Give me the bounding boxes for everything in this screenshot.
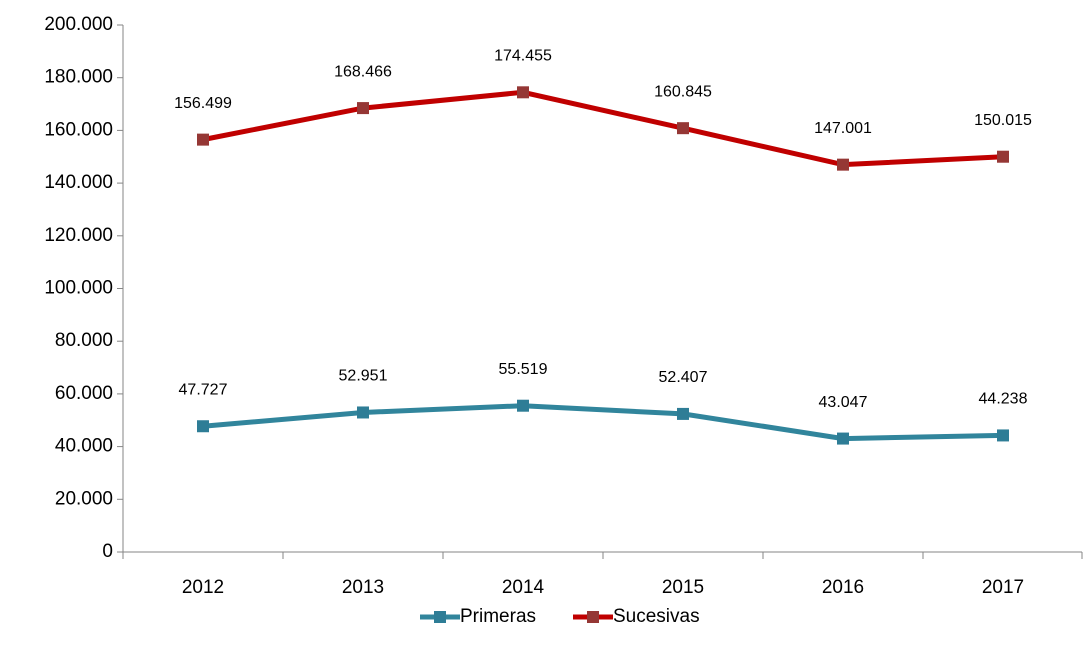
x-tick-label: 2012 [182, 577, 224, 598]
y-tick-label: 40.000 [55, 436, 113, 457]
marker [197, 133, 209, 146]
y-tick-label: 20.000 [55, 488, 113, 509]
legend-label: Primeras [460, 606, 536, 627]
x-tick-label: 2017 [982, 577, 1024, 598]
data-label: 150.015 [974, 112, 1032, 129]
data-label: 174.455 [494, 48, 552, 65]
marker [517, 399, 529, 412]
data-label: 43.047 [819, 394, 868, 411]
y-tick-label: 120.000 [44, 225, 113, 246]
marker [197, 420, 209, 433]
data-label: 156.499 [174, 95, 232, 112]
y-tick-label: 80.000 [55, 330, 113, 351]
legend-marker [434, 611, 446, 623]
legend-marker [587, 611, 599, 623]
marker [357, 406, 369, 419]
x-tick-label: 2014 [502, 577, 545, 598]
data-label: 55.519 [499, 361, 548, 378]
y-tick-label: 160.000 [44, 119, 113, 140]
data-label: 44.238 [979, 391, 1028, 408]
line [202, 89, 1004, 168]
marker [677, 407, 689, 420]
marker [517, 86, 529, 99]
marker [837, 158, 849, 171]
data-label: 52.407 [659, 369, 708, 386]
legend-label: Sucesivas [613, 606, 700, 627]
marker [837, 432, 849, 445]
x-tick-label: 2015 [662, 577, 704, 598]
line [202, 403, 1004, 442]
y-tick-label: 180.000 [44, 67, 113, 88]
data-label: 147.001 [814, 120, 872, 137]
y-tick-label: 0 [102, 541, 113, 562]
data-label: 160.845 [654, 83, 712, 100]
y-tick-label: 60.000 [55, 383, 113, 404]
y-tick-label: 140.000 [44, 172, 113, 193]
marker [357, 102, 369, 115]
x-tick-label: 2013 [342, 577, 384, 598]
y-tick-label: 200.000 [44, 14, 113, 35]
data-label: 168.466 [334, 63, 392, 80]
marker [997, 429, 1009, 442]
y-tick-label: 100.000 [44, 278, 113, 299]
data-label: 47.727 [179, 381, 228, 398]
x-tick-label: 2016 [822, 577, 864, 598]
marker [997, 150, 1009, 163]
data-label: 52.951 [339, 368, 388, 385]
marker [677, 122, 689, 135]
